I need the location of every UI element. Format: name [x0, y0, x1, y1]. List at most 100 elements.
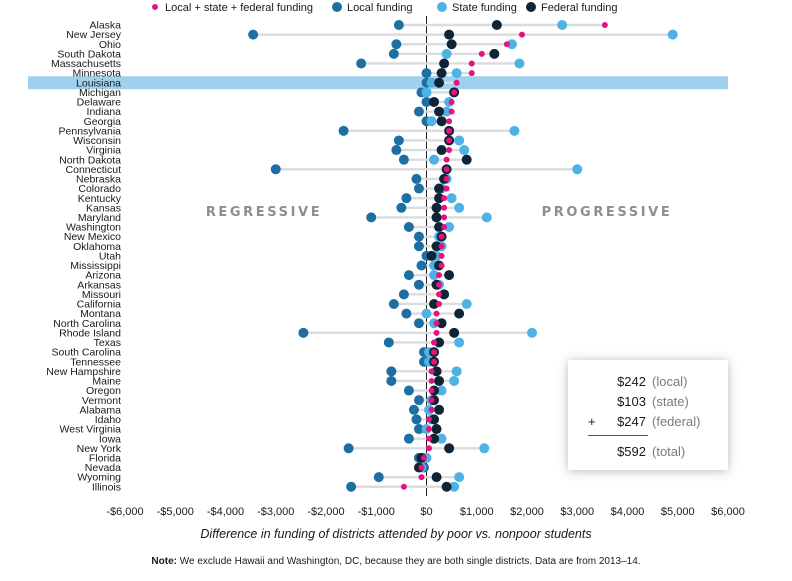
- total-funding-dot: [446, 118, 453, 125]
- total-funding-dot: [446, 147, 453, 154]
- annotation-sign: +: [588, 414, 596, 429]
- total-funding-dot: [436, 291, 443, 298]
- local-funding-dot: [413, 395, 424, 406]
- state-label: Wyoming: [77, 472, 121, 484]
- total-funding-dot: [431, 339, 438, 346]
- x-tick-label: $0: [420, 506, 432, 518]
- total-funding-dot: [426, 416, 433, 423]
- total-funding-dot: [446, 137, 453, 144]
- state-label: North Dakota: [59, 154, 121, 166]
- state-label: West Virginia: [60, 424, 122, 436]
- federal-funding-dot: [431, 472, 442, 483]
- state-funding-dot: [514, 58, 525, 69]
- state-label: Connecticut: [66, 164, 122, 176]
- local-funding-dot: [403, 385, 414, 396]
- federal-funding-dot: [436, 68, 447, 79]
- funding-dot-plot: Local + state + federal funding Local fun…: [28, 2, 745, 518]
- local-funding-dot: [403, 270, 414, 281]
- annotation-amount: $592: [617, 444, 646, 459]
- total-funding-dot: [453, 79, 460, 86]
- local-funding-dot: [298, 327, 309, 338]
- x-tick-label: $3,000: [560, 506, 594, 518]
- x-tick-label: -$2,000: [307, 506, 344, 518]
- state-funding-dot: [454, 135, 465, 146]
- state-label: Missouri: [82, 289, 121, 301]
- federal-funding-dot: [434, 77, 445, 88]
- federal-funding-dot: [429, 414, 440, 425]
- total-funding-dot: [436, 272, 443, 279]
- total-funding-dot: [441, 204, 448, 211]
- state-label: Alaska: [89, 20, 121, 32]
- total-funding-dot: [478, 50, 485, 57]
- local-funding-dot: [416, 260, 427, 271]
- total-funding-dot: [448, 108, 455, 115]
- total-funding-dot: [503, 41, 510, 48]
- total-funding-dot: [438, 243, 445, 250]
- local-funding-dot: [401, 193, 412, 204]
- annotation-kind: (total): [652, 444, 686, 459]
- legend-marker: [152, 4, 158, 10]
- state-label: Ohio: [99, 39, 121, 51]
- federal-funding-dot: [439, 289, 450, 300]
- local-funding-dot: [413, 241, 424, 252]
- local-funding-dot: [391, 145, 402, 156]
- total-funding-dot: [443, 185, 450, 192]
- total-funding-dot: [441, 195, 448, 202]
- legend-marker: [437, 2, 447, 12]
- federal-funding-dot: [461, 154, 472, 165]
- local-funding-dot: [413, 231, 424, 242]
- state-label: Wisconsin: [73, 135, 121, 147]
- legend-label: State funding: [452, 2, 517, 14]
- state-label: Kentucky: [78, 193, 122, 205]
- total-funding-dot: [428, 368, 435, 375]
- state-funding-dot: [527, 327, 538, 338]
- x-tick-label: $4,000: [611, 506, 645, 518]
- federal-funding-dot: [434, 193, 445, 204]
- total-funding-dot: [451, 89, 458, 96]
- federal-funding-dot: [431, 241, 442, 252]
- total-funding-dot: [433, 329, 440, 336]
- annotation-kind: (federal): [652, 414, 701, 429]
- federal-funding-dot: [431, 366, 442, 377]
- state-funding-dot: [572, 164, 583, 175]
- state-label: Georgia: [84, 116, 122, 128]
- legend-label: Local + state + federal funding: [165, 2, 313, 14]
- total-funding-dot: [428, 406, 435, 413]
- local-funding-dot: [343, 443, 354, 454]
- total-funding-dot: [443, 175, 450, 182]
- state-funding-dot: [481, 212, 492, 223]
- federal-funding-dot: [434, 222, 445, 233]
- local-funding-dot: [391, 39, 402, 50]
- federal-funding-dot: [436, 116, 447, 127]
- federal-funding-dot: [436, 318, 447, 329]
- state-label: Kansas: [86, 202, 121, 214]
- annotation-sum-line: [588, 435, 648, 436]
- progressive-label: PROGRESSIVE: [542, 205, 673, 220]
- total-funding-dot: [601, 22, 608, 28]
- x-axis-title: Difference in funding of districts atten…: [200, 527, 592, 541]
- federal-funding-dot: [431, 212, 442, 223]
- local-funding-dot: [408, 404, 419, 415]
- state-funding-dot: [444, 222, 455, 233]
- federal-funding-dot: [446, 39, 457, 50]
- state-funding-dot: [451, 68, 462, 79]
- total-funding-dot: [433, 310, 440, 317]
- total-funding-dot: [436, 281, 443, 288]
- local-funding-dot: [346, 481, 357, 492]
- x-tick-label: $1,000: [460, 506, 494, 518]
- local-funding-dot: [388, 298, 399, 309]
- x-tick-label: -$4,000: [207, 506, 244, 518]
- x-tick-label: -$3,000: [257, 506, 294, 518]
- legend-label: Federal funding: [541, 2, 617, 14]
- state-label: Vermont: [82, 395, 121, 407]
- federal-funding-dot: [441, 481, 452, 492]
- state-funding-dot: [506, 39, 517, 50]
- state-funding-dot: [426, 116, 437, 127]
- state-label: Nevada: [85, 462, 121, 474]
- state-label: Arkansas: [77, 279, 121, 291]
- state-label: South Carolina: [52, 347, 122, 359]
- state-label: Massachusetts: [51, 58, 121, 70]
- total-funding-dot: [443, 166, 450, 173]
- local-funding-dot: [373, 472, 384, 483]
- state-label: Delaware: [77, 97, 122, 109]
